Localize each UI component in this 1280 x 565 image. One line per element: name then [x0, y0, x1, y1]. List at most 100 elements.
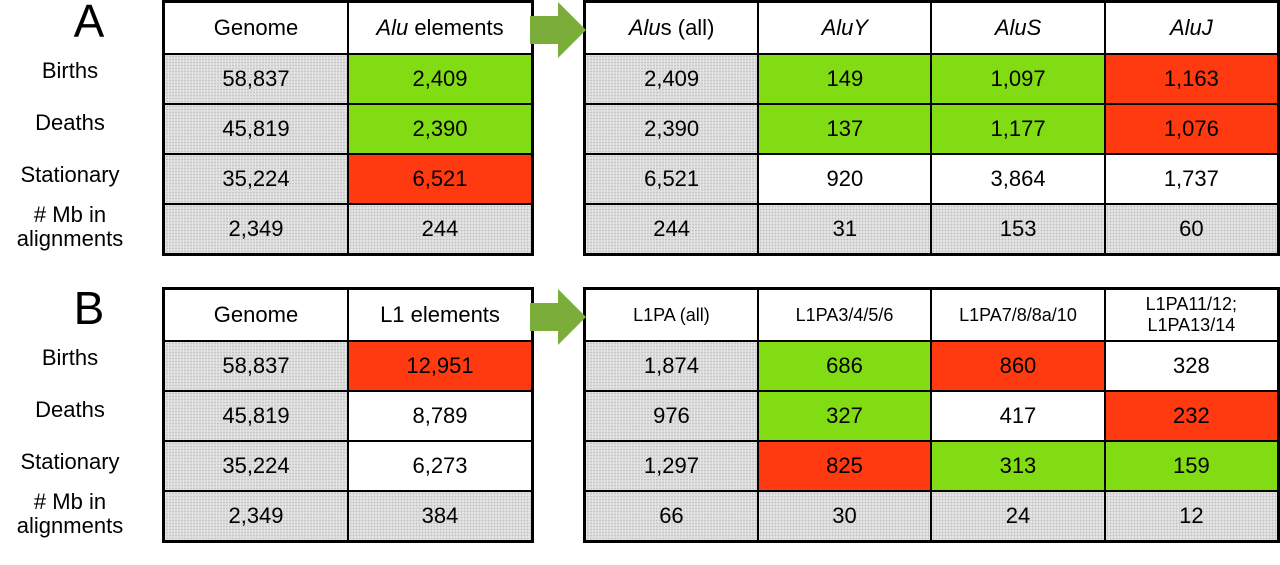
table-cell: 825 [756, 440, 933, 492]
table-cell: 45,819 [162, 103, 349, 155]
header-text: Genome [213, 302, 299, 327]
table-row: 45,819 2,390 [162, 103, 534, 155]
panel: B Births Deaths Stationary # Mb in alignment… [0, 282, 1280, 555]
header-row: L1PA (all) L1PA3/4/5/6 L1PA7/8/8a/10 L1PA11… [583, 287, 1280, 342]
table-row: 976 327 417 232 [583, 390, 1280, 442]
table-cell: 2,409 [347, 53, 534, 105]
table-cell: 31 [757, 203, 933, 256]
data-table: Genome L1 elements 58,837 12,951 45,819 8,789… [162, 287, 534, 543]
table-cell: 6,273 [347, 440, 534, 492]
table-row: 244 31 153 60 [583, 203, 1280, 256]
header-cell: L1PA11/12; L1PA13/14 [1103, 287, 1280, 342]
header-row: Alus (all) AluY AluS AluJ [583, 0, 1280, 55]
header-cell: Alus (all) [583, 0, 760, 55]
table-cell: 244 [583, 203, 760, 256]
table-row: 35,224 6,521 [162, 153, 534, 205]
header-cell: Genome [162, 287, 349, 342]
row-label: Deaths [35, 110, 105, 135]
table-cell: 153 [930, 203, 1106, 256]
header-text: s (all) [660, 15, 715, 40]
table-cell: 1,163 [1103, 53, 1280, 105]
data-table: Genome Alu elements 58,837 2,409 45,819 2,390… [162, 0, 534, 256]
row-label: # Mb in alignments [16, 202, 124, 251]
table-cell: 1,874 [583, 340, 759, 392]
table-row: 58,837 12,951 [162, 340, 534, 392]
row-label: Births [41, 58, 99, 83]
table-cell: 1,177 [930, 103, 1106, 155]
table-cell: 149 [757, 53, 933, 105]
header-row: Genome Alu elements [162, 0, 534, 55]
table-cell: 35,224 [162, 153, 349, 205]
table-cell: 8,789 [347, 390, 534, 442]
header-text: AluJ [1169, 15, 1213, 40]
table-cell: 1,297 [583, 440, 759, 492]
table-cell: 137 [757, 103, 933, 155]
table-cell: 66 [583, 490, 759, 543]
table-cell: 232 [1103, 390, 1280, 442]
table-cell: 2,390 [583, 103, 760, 155]
table-cell: 6,521 [347, 153, 534, 205]
arrow-shape [530, 2, 586, 58]
header-cell: AluS [930, 0, 1106, 55]
table-cell: 60 [1103, 203, 1280, 256]
table-cell: 327 [756, 390, 933, 442]
table-cell: 12 [1103, 490, 1280, 543]
header-cell: L1 elements [347, 287, 534, 342]
header-text: Genome [213, 15, 299, 40]
panel-letter: B [73, 282, 105, 334]
table-cell: 244 [347, 203, 534, 256]
table-cell: 12,951 [347, 340, 534, 392]
table-cell: 45,819 [162, 390, 349, 442]
header-cell: Alu elements [347, 0, 534, 55]
table-row: 2,409 149 1,097 1,163 [583, 53, 1280, 105]
table-cell: 2,349 [162, 203, 349, 256]
header-row: Genome L1 elements [162, 287, 534, 342]
table-row: 58,837 2,409 [162, 53, 534, 105]
arrow [530, 2, 586, 58]
table-cell: 35,224 [162, 440, 349, 492]
table-row: 45,819 8,789 [162, 390, 534, 442]
header-text: L1PA (all) [633, 304, 710, 325]
table-cell: 313 [930, 440, 1106, 492]
header-text: elements [408, 15, 504, 40]
table-cell: 384 [347, 490, 534, 543]
row-label: Stationary [20, 162, 120, 187]
panel-letter: A [73, 0, 105, 47]
table-cell: 58,837 [162, 340, 349, 392]
table-cell: 2,409 [583, 53, 760, 105]
header-cell: L1PA7/8/8a/10 [930, 287, 1106, 342]
table-cell: 24 [930, 490, 1106, 543]
header-text: L1PA11/12; L1PA13/14 [1145, 294, 1238, 335]
table-cell: 1,076 [1103, 103, 1280, 155]
table-cell: 417 [930, 390, 1106, 442]
row-label: Births [41, 345, 99, 370]
table-row: 66 30 24 12 [583, 490, 1280, 543]
row-label: Stationary [20, 449, 120, 474]
panel: A Births Deaths Stationary # Mb in alignment… [0, 0, 1280, 268]
table-row: 2,349 384 [162, 490, 534, 543]
table-cell: 2,390 [347, 103, 534, 155]
header-cell: L1PA (all) [583, 287, 759, 342]
table-cell: 30 [756, 490, 933, 543]
table-cell: 6,521 [583, 153, 760, 205]
arrow [530, 289, 586, 345]
header-cell: AluJ [1103, 0, 1280, 55]
header-text: AluS [994, 15, 1042, 40]
table-row: 2,390 137 1,177 1,076 [583, 103, 1280, 155]
table-row: 2,349 244 [162, 203, 534, 256]
data-table: L1PA (all) L1PA3/4/5/6 L1PA7/8/8a/10 L1PA11… [583, 287, 1280, 543]
table-row: 1,297 825 313 159 [583, 440, 1280, 492]
table-cell: 1,737 [1103, 153, 1280, 205]
table-cell: 3,864 [930, 153, 1106, 205]
header-cell: L1PA3/4/5/6 [756, 287, 933, 342]
table-row: 6,521 920 3,864 1,737 [583, 153, 1280, 205]
table-cell: 860 [930, 340, 1106, 392]
table-cell: 159 [1103, 440, 1280, 492]
row-label: Deaths [35, 397, 105, 422]
table-cell: 1,097 [930, 53, 1106, 105]
header-text: Alu [628, 15, 661, 40]
data-table: Alus (all) AluY AluS AluJ 2,409 149 1,097 1,163… [583, 0, 1280, 256]
table-row: 35,224 6,273 [162, 440, 534, 492]
header-text: L1 elements [380, 302, 500, 327]
